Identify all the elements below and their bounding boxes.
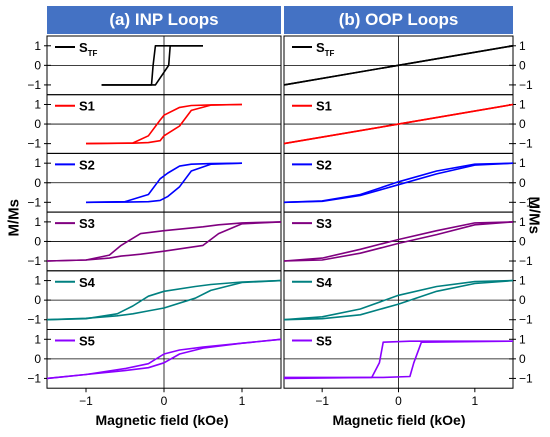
oop-panel-s4: −1 0 1 S4 [283, 270, 533, 330]
x-tick-label: 1 [471, 394, 478, 408]
inp-panel-stf-branch-up-curve [101, 44, 203, 86]
x-tick-label: −1 [315, 394, 329, 408]
x-axis-label-left: Magnetic field (kOe) [95, 412, 229, 428]
inp-panel-s3-branch-down-curve [46, 221, 282, 262]
oop-panel-s3-ytick-label: −1 [519, 254, 533, 268]
oop-panel-stf-branch-up-curve [283, 45, 514, 86]
oop-panel-s2-ytick-label: 1 [519, 156, 526, 170]
inp-panel-s1-ytick-label: −1 [27, 137, 41, 151]
oop-panel-s5-branch-up-curve [284, 340, 514, 379]
oop-panel-s4-ytick-label: 0 [519, 293, 526, 307]
oop-panel-stf: −1 0 1 STF [283, 35, 533, 96]
inp-panel-s3-ytick-label: −1 [27, 254, 41, 268]
inp-panel-stf-ytick-label: 0 [34, 58, 41, 72]
x-tick-label: 0 [395, 394, 402, 408]
oop-panel-s3: −1 0 1 S3 [283, 211, 533, 272]
oop-panel-s3-branch-up-curve [283, 221, 514, 262]
inp-panel-s5-ytick-label: 1 [34, 332, 41, 346]
oop-panel-stf-ytick-label: −1 [519, 78, 533, 92]
oop-panel-s5-branch-down-curve [283, 340, 513, 380]
x-tick-label: 1 [239, 394, 246, 408]
oop-panel-s1-ytick-label: 1 [519, 97, 526, 111]
panel-header-inp: (a) INP Loops [47, 6, 281, 34]
oop-panel-s2-ytick-label: −1 [519, 195, 533, 209]
oop-panel-s1-ytick-label: 0 [519, 117, 526, 131]
inp-panel-s2-branch-down-curve [85, 162, 243, 204]
oop-panel-stf-ytick-label: 1 [519, 39, 526, 53]
inp-panel-s4-ytick-label: −1 [27, 313, 41, 327]
oop-panel-s2-branch-up-curve [283, 162, 514, 204]
oop-panel-s2-ytick-label: 0 [519, 176, 526, 190]
inp-panel-s1-branch-up-curve [85, 103, 243, 145]
inp-panel-s5-label: S5 [79, 334, 95, 349]
inp-panel-s4-branch-up-curve [46, 279, 282, 321]
oop-panel-s5-ytick-label: 0 [519, 352, 526, 366]
oop-panel-s1-branch-up-curve [283, 103, 514, 145]
x-axis-label-right: Magnetic field (kOe) [332, 412, 466, 428]
chart-oop: −1 0 1 STF −1 0 1 S1 −1 0 1 S2 −1 0 1 S3 −1 0 1 S4 −1 0 1 S5 −1 0… [283, 35, 533, 408]
chart-inp: −1 0 1 STF −1 0 1 S1 −1 0 1 S2 −1 0 1 S3 −1 0 1 S4 −1 0 1 S5 −1 0… [27, 35, 282, 408]
inp-panel-s4-ytick-label: 1 [34, 274, 41, 288]
inp-panel-s5-ytick-label: −1 [27, 371, 41, 385]
inp-panel-s4-ytick-label: 0 [34, 293, 41, 307]
inp-panel-s3-ytick-label: 1 [34, 215, 41, 229]
inp-panel-stf-ytick-label: −1 [27, 78, 41, 92]
inp-panel-stf: −1 0 1 STF [27, 35, 282, 96]
inp-panel-s5-branch-up-curve [46, 338, 282, 380]
oop-panel-s5-label: S5 [316, 334, 332, 349]
oop-panel-s4-branch-up-curve [283, 279, 514, 321]
inp-panel-s2-ytick-label: 1 [34, 156, 41, 170]
inp-panel-s2-branch-up-curve [85, 162, 243, 204]
inp-panel-s1-branch-down-curve [85, 103, 243, 145]
oop-panel-s2: −1 0 1 S2 [283, 152, 533, 213]
oop-panel-s4-ytick-label: 1 [519, 274, 526, 288]
x-tick-label: −1 [79, 394, 93, 408]
inp-panel-s2-label: S2 [79, 157, 95, 172]
inp-panel-s3-branch-up-curve [46, 221, 282, 262]
oop-panel-s4-branch-down-curve [283, 279, 514, 321]
inp-panel-s1-ytick-label: 0 [34, 117, 41, 131]
inp-panel-s3-ytick-label: 0 [34, 234, 41, 248]
x-tick-label: 0 [161, 394, 168, 408]
oop-panel-s3-ytick-label: 1 [519, 215, 526, 229]
oop-panel-stf-ytick-label: 0 [519, 58, 526, 72]
panel-header-oop: (b) OOP Loops [284, 6, 513, 34]
oop-panel-s4-label: S4 [316, 275, 333, 290]
inp-panel-stf-ytick-label: 1 [34, 39, 41, 53]
oop-panel-s3-label: S3 [316, 216, 332, 231]
oop-panel-s4-ytick-label: −1 [519, 313, 533, 327]
inp-panel-s4: −1 0 1 S4 [27, 270, 282, 330]
oop-panel-stf-label: STF [316, 40, 335, 58]
oop-panel-s3-branch-down-curve [283, 221, 514, 262]
oop-panel-s5-ytick-label: 1 [519, 332, 526, 346]
inp-panel-s1: −1 0 1 S1 [27, 94, 282, 154]
oop-panel-s2-label: S2 [316, 157, 332, 172]
inp-panel-s1-ytick-label: 1 [34, 97, 41, 111]
inp-panel-s5: −1 0 1 S5 [27, 329, 282, 389]
inp-panel-stf-label: STF [79, 40, 98, 58]
oop-panel-s5-ytick-label: −1 [519, 371, 533, 385]
inp-panel-s5-ytick-label: 0 [34, 352, 41, 366]
inp-panel-s4-label: S4 [79, 275, 96, 290]
inp-panel-s2-ytick-label: 0 [34, 176, 41, 190]
inp-panel-s2: −1 0 1 S2 [27, 152, 282, 213]
oop-panel-s1-label: S1 [316, 99, 332, 114]
inp-panel-s1-label: S1 [79, 99, 95, 114]
oop-panel-s3-ytick-label: 0 [519, 234, 526, 248]
inp-panel-s3: −1 0 1 S3 [27, 211, 282, 272]
inp-panel-s3-label: S3 [79, 216, 95, 231]
oop-panel-s1-ytick-label: −1 [519, 137, 533, 151]
oop-panel-s1: −1 0 1 S1 [283, 94, 533, 154]
oop-panel-s5: −1 0 1 S5 [283, 329, 533, 389]
inp-panel-s2-ytick-label: −1 [27, 195, 41, 209]
